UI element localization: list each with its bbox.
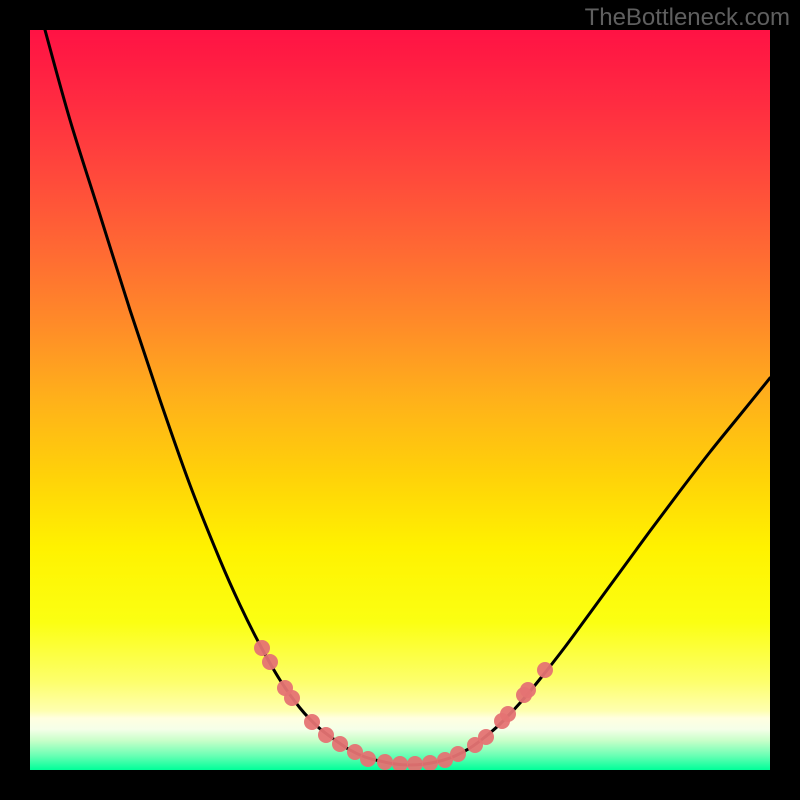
marker-dot — [318, 727, 334, 743]
marker-dot — [450, 746, 466, 762]
marker-dot — [332, 736, 348, 752]
curve-layer — [30, 30, 770, 770]
marker-dot — [284, 690, 300, 706]
v-curve — [45, 30, 770, 765]
marker-dot — [422, 755, 438, 770]
marker-dot — [254, 640, 270, 656]
marker-dot — [478, 729, 494, 745]
marker-dot — [377, 754, 393, 770]
marker-dot — [500, 706, 516, 722]
plot-area — [30, 30, 770, 770]
marker-dot — [392, 756, 408, 770]
marker-dot — [407, 756, 423, 770]
marker-dot — [304, 714, 320, 730]
marker-dot — [262, 654, 278, 670]
chart-container: TheBottleneck.com — [0, 0, 800, 800]
marker-dot — [360, 751, 376, 767]
watermark-text: TheBottleneck.com — [585, 4, 790, 32]
marker-dot — [537, 662, 553, 678]
marker-dot — [520, 682, 536, 698]
